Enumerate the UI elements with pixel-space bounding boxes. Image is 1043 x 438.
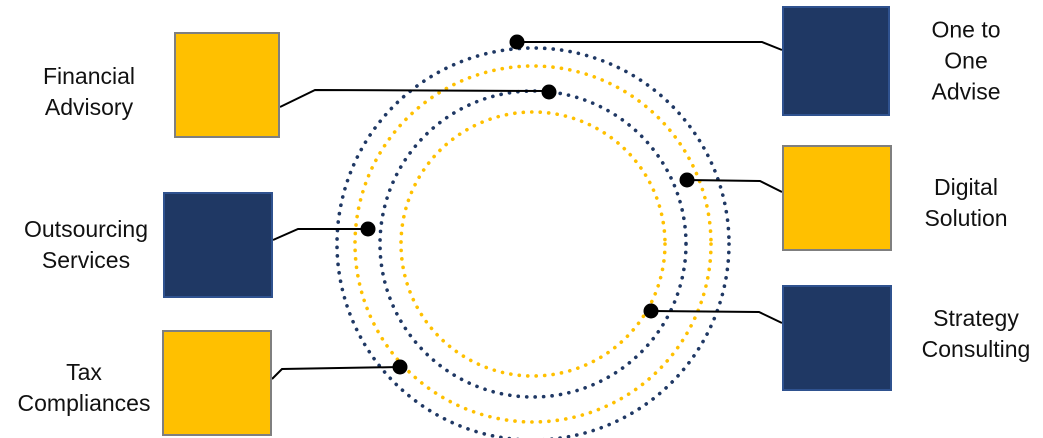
one-to-one-advise-label-line-1: One to (931, 16, 1001, 43)
outsourcing-services-label: Outsourcing Services (24, 214, 148, 276)
financial-advisory-connector-line (279, 88, 550, 108)
digital-solution-box (782, 145, 892, 251)
tax-compliances-box (162, 330, 272, 436)
tax-compliances-connector-dot (392, 359, 408, 375)
connectors (271, 34, 783, 380)
one-to-one-advise-label-line-3: Advise (931, 78, 1001, 105)
strategy-consulting-box (782, 285, 892, 391)
strategy-consulting-label-line-2: Consulting (921, 336, 1031, 362)
digital-solution-label: Digital Solution (924, 172, 1007, 234)
ring-4-gold (399, 110, 667, 378)
strategy-consulting-label: Strategy Consulting (922, 303, 1031, 365)
concentric-rings (335, 46, 731, 438)
digital-solution-label-line-2: Solution (924, 205, 1008, 231)
ring-1-navy (335, 46, 731, 438)
ring-2-gold (353, 64, 713, 424)
one-to-one-advise-connector-dot (509, 34, 525, 50)
one-to-one-advise-connector-line (517, 41, 783, 51)
financial-advisory-label-line-1: Financial (42, 63, 136, 89)
strategy-consulting-connector-line (650, 310, 783, 324)
one-to-one-advise-label-line-2: One (944, 47, 988, 74)
one-to-one-advise-box (782, 6, 890, 116)
tax-compliances-connector-line (271, 366, 401, 380)
outsourcing-services-label-line-2: Services (41, 247, 131, 273)
digital-solution-connector-line (686, 179, 783, 193)
outsourcing-services-connector-line (272, 228, 368, 241)
financial-advisory-connector-dot (541, 84, 557, 100)
tax-compliances-label: Tax Compliances (18, 357, 151, 419)
financial-advisory-label: Financial Advisory (43, 61, 135, 123)
strategy-consulting-connector-dot (643, 303, 659, 319)
digital-solution-label-line-1: Digital (934, 174, 998, 200)
outsourcing-services-label-line-1: Outsourcing (23, 216, 149, 242)
outsourcing-services-box (163, 192, 273, 298)
financial-advisory-label-line-2: Advisory (44, 94, 134, 120)
outsourcing-services-connector-dot (360, 221, 376, 237)
digital-solution-connector-dot (679, 172, 695, 188)
one-to-one-advise-label: One to One Advise (931, 15, 1000, 108)
tax-compliances-label-line-1: Tax (66, 359, 102, 385)
financial-advisory-box (174, 32, 280, 138)
tax-compliances-label-line-2: Compliances (17, 390, 151, 416)
strategy-consulting-label-line-1: Strategy (933, 305, 1019, 331)
ring-3-navy (378, 89, 688, 399)
